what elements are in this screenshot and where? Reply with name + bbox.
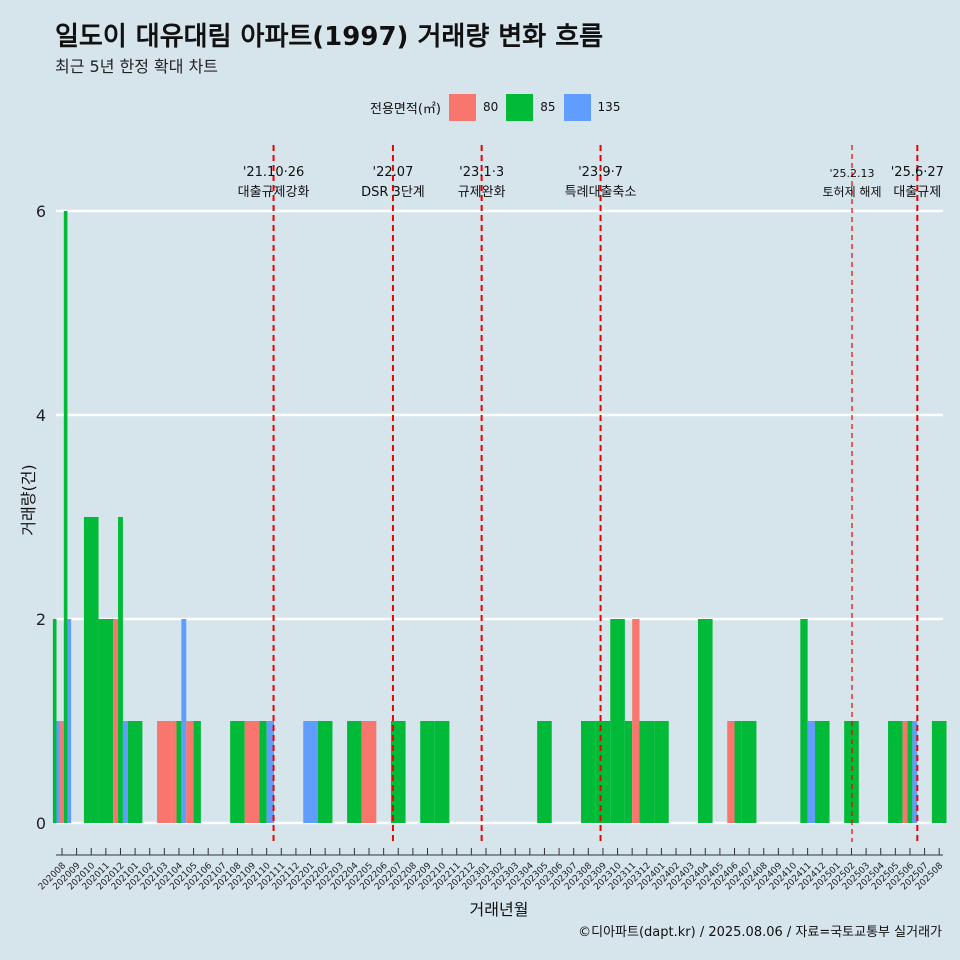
- legend: 전용면적(㎡) 80 85 135: [370, 93, 628, 121]
- bar-segment: [888, 721, 903, 823]
- bar-segment: [317, 721, 333, 823]
- bar-segment: [807, 721, 815, 823]
- bar-segment: [931, 721, 947, 823]
- bar-segment: [632, 619, 640, 823]
- bar-segment: [581, 721, 596, 823]
- bar-segment: [303, 721, 318, 823]
- event-date-label: '22.07: [373, 165, 414, 180]
- event-name-label: 대출규제: [893, 185, 941, 200]
- bar-segment: [60, 721, 64, 823]
- event-date-label: '23.9·7: [578, 165, 623, 180]
- event-date-label: '23.1·3: [459, 165, 504, 180]
- event-date-label: '21.10·26: [243, 165, 304, 180]
- legend-key-85: [506, 93, 534, 121]
- bar-segment: [741, 721, 757, 823]
- bar-segment: [624, 721, 633, 823]
- legend-title: 전용면적(㎡): [370, 101, 441, 117]
- y-tick-label: 4: [36, 406, 46, 425]
- bar-segment: [67, 619, 72, 823]
- event-date-label: '25.2.13: [830, 167, 875, 180]
- bar-segment: [610, 619, 625, 823]
- bar-segment: [181, 619, 187, 823]
- legend-label-80: 80: [482, 100, 499, 114]
- bar-segment: [244, 721, 260, 823]
- bar-segment: [266, 721, 274, 823]
- legend-item-80: 80: [448, 93, 499, 121]
- bar-segment: [83, 517, 99, 823]
- legend-label-135: 135: [597, 100, 621, 114]
- bar-segment: [186, 721, 194, 823]
- y-tick-label: 0: [36, 814, 46, 833]
- legend-item-135: 135: [563, 93, 621, 121]
- bar-segment: [259, 721, 267, 823]
- bar-segment: [176, 721, 182, 823]
- chart-title: 일도이 대유대림 아파트(1997) 거래량 변화 흐름: [55, 22, 604, 52]
- y-tick-label: 6: [36, 202, 46, 221]
- bar-segment: [390, 721, 406, 823]
- event-name-label: 토허제 해제: [823, 185, 882, 199]
- bar-segment: [434, 721, 450, 823]
- y-axis-title: 거래량(건): [19, 464, 38, 535]
- bar-segment: [347, 721, 362, 823]
- event-name-label: 규제완화: [458, 185, 506, 200]
- event-date-label: '25.6·27: [891, 165, 944, 180]
- legend-label-85: 85: [540, 100, 556, 114]
- legend-key-80: [448, 93, 476, 121]
- event-name-label: 특례대출축소: [565, 185, 637, 200]
- legend-key-135: [563, 93, 591, 121]
- bar-segment: [127, 721, 143, 823]
- bar-segment: [98, 619, 114, 823]
- bar-segment: [800, 619, 808, 823]
- event-name-label: DSR 3단계: [361, 185, 425, 200]
- bar-segment: [420, 721, 435, 823]
- y-tick-label: 2: [36, 610, 46, 629]
- bar-segment: [56, 721, 61, 823]
- bar-segment: [122, 721, 128, 823]
- bar-segment: [654, 721, 669, 823]
- bar-segment: [361, 721, 377, 823]
- source-caption: ©디아파트(dapt.kr) / 2025.08.06 / 자료=국토교통부 실…: [578, 925, 942, 940]
- bar-segment: [907, 721, 913, 823]
- bar-segment: [734, 721, 742, 823]
- bar-segment: [537, 721, 552, 823]
- bar-segment: [902, 721, 908, 823]
- bar-segment: [595, 721, 611, 823]
- bar-segment: [157, 721, 172, 823]
- x-axis-title: 거래년월: [470, 900, 529, 919]
- bar-segment: [912, 721, 918, 823]
- bar-segment: [63, 211, 68, 823]
- bar-segment: [697, 619, 713, 823]
- bar-segment: [844, 721, 859, 823]
- bar-segment: [814, 721, 830, 823]
- event-name-label: 대출규제강화: [238, 185, 310, 200]
- bar-segment: [193, 721, 201, 823]
- chart-subtitle: 최근 5년 한정 확대 차트: [55, 57, 219, 76]
- bar-segment: [727, 721, 735, 823]
- bar-segment: [113, 619, 119, 823]
- bar-segment: [118, 517, 123, 823]
- bar-segment: [639, 721, 655, 823]
- legend-item-85: 85: [506, 93, 556, 121]
- bar-segment: [52, 619, 57, 823]
- bar-segment: [171, 721, 177, 823]
- bar-segment: [230, 721, 245, 823]
